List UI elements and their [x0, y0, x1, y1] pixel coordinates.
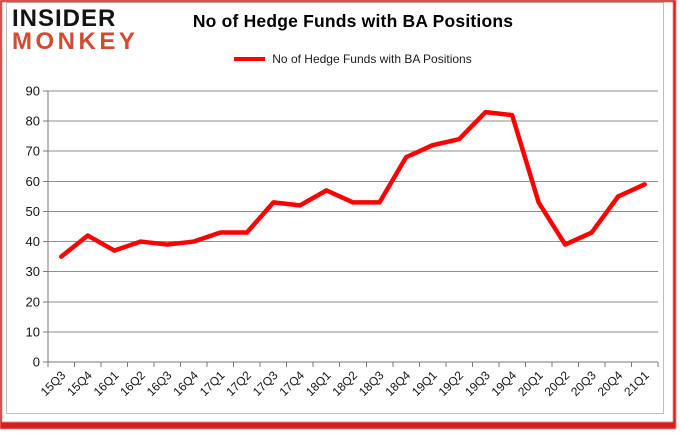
x-axis-tick-label: 20Q4 [595, 368, 626, 399]
x-axis-tick-label: 18Q4 [383, 368, 414, 399]
y-axis-tick-label: 80 [26, 114, 40, 129]
x-axis-tick-label: 21Q1 [621, 368, 652, 399]
insider-monkey-logo: INSIDER MONKEY [12, 7, 138, 54]
series-line [59, 109, 647, 259]
y-axis-tick-label: 0 [33, 355, 40, 370]
logo-word-monkey: MONKEY [12, 28, 139, 55]
x-axis-tick-label: 15Q3 [38, 368, 69, 399]
legend-label: No of Hedge Funds with BA Positions [272, 52, 472, 66]
x-axis-tick-label: 19Q4 [489, 368, 520, 399]
legend-line-swatch [234, 57, 266, 61]
y-axis-tick-label: 50 [26, 204, 40, 219]
x-axis-tick-label: 16Q1 [91, 368, 122, 399]
y-axis-tick-label: 70 [26, 144, 40, 159]
x-axis-tick-label: 17Q2 [223, 368, 254, 399]
y-axis-tick-label: 40 [26, 234, 40, 249]
x-axis-tick-label: 18Q3 [356, 368, 387, 399]
x-axis-tick-label: 19Q1 [409, 368, 440, 399]
x-axis-tick-label: 19Q2 [436, 368, 467, 399]
y-axis-tick-label: 90 [26, 84, 40, 99]
x-axis-tick-label: 19Q3 [462, 368, 493, 399]
x-axis-tick-label: 15Q4 [64, 368, 95, 399]
y-axis-tick-label: 10 [26, 324, 40, 339]
x-axis-tick-label: 17Q4 [276, 368, 307, 399]
x-axis-tick-label: 18Q1 [303, 368, 334, 399]
logo-word-insider: INSIDER [12, 5, 117, 32]
chart-title: No of Hedge Funds with BA Positions [192, 11, 514, 31]
x-axis-tick-label: 20Q1 [515, 368, 546, 399]
x-axis-tick-label: 17Q3 [250, 368, 281, 399]
x-axis-tick-label: 16Q4 [170, 368, 201, 399]
x-axis-tick-label: 16Q3 [144, 368, 175, 399]
y-axis-tick-label: 60 [26, 174, 40, 189]
x-axis-tick-label: 17Q1 [197, 368, 228, 399]
x-axis-tick-label: 20Q2 [542, 368, 573, 399]
y-axis-tick-label: 30 [26, 264, 40, 279]
y-axis-tick-label: 20 [26, 294, 40, 309]
x-axis-tick-label: 16Q2 [117, 368, 148, 399]
x-axis-tick-label: 20Q3 [568, 368, 599, 399]
x-axis-tick-label: 18Q2 [329, 368, 360, 399]
chart-legend: No of Hedge Funds with BA Positions [48, 51, 658, 67]
